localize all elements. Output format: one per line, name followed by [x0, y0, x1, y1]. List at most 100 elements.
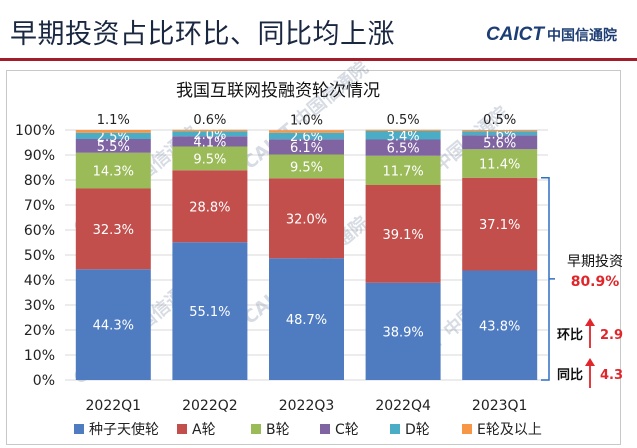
data-label: 48.7%: [286, 313, 327, 328]
y-tick-label: 50%: [24, 248, 55, 264]
brand-logo-cn: 中国信通院: [547, 28, 617, 44]
bar-segment: [365, 282, 441, 380]
slide-title: 早期投资占比环比、同比均上涨: [10, 19, 395, 50]
legend-swatch: [177, 424, 187, 434]
legend-swatch: [320, 424, 330, 434]
bar-segment: [75, 269, 151, 380]
y-tick-label: 20%: [24, 323, 55, 339]
bar-segment: [462, 149, 538, 178]
y-tick-label: 100%: [15, 123, 55, 139]
bar-segment: [172, 170, 248, 243]
y-tick-label: 30%: [24, 298, 55, 314]
data-label: 43.8%: [479, 319, 520, 334]
data-label: 1.1%: [97, 113, 130, 128]
data-label: 9.5%: [290, 160, 323, 175]
yoy-label: 同比: [557, 367, 583, 383]
y-tick-label: 0%: [33, 373, 55, 389]
data-label: 1.6%: [483, 127, 516, 142]
x-tick-label: 2022Q1: [86, 398, 142, 414]
bar-segment: [462, 135, 538, 150]
data-label: 2.6%: [290, 130, 323, 145]
data-label: 0.6%: [193, 113, 226, 128]
data-label: 2.0%: [193, 128, 226, 143]
yoy-value: 4.3: [600, 368, 623, 383]
bar-segment: [269, 139, 344, 155]
data-label: 1.0%: [290, 113, 323, 128]
legend-label: D轮: [405, 422, 430, 438]
qoq-arrow-head: [585, 318, 595, 326]
bar-segment: [462, 177, 538, 271]
data-label: 55.1%: [189, 305, 230, 320]
data-label: 2.5%: [97, 130, 130, 145]
brand-logo: CAICT 中国信通院: [486, 24, 617, 46]
bar-segment: [269, 154, 344, 179]
data-label: 11.7%: [382, 164, 423, 179]
bar-segment: [365, 185, 441, 283]
data-label: 5.5%: [97, 140, 130, 155]
bar-segment: [269, 132, 344, 140]
y-tick-label: 60%: [24, 223, 55, 239]
legend-label: E轮及以上: [477, 422, 542, 438]
early-investment-label: 早期投资: [567, 254, 623, 270]
data-label: 37.1%: [479, 218, 520, 233]
data-label: 44.3%: [93, 319, 134, 334]
bar-segment: [365, 155, 441, 185]
data-label: 0.5%: [387, 113, 420, 128]
bar-segment: [365, 129, 441, 131]
bar-segment: [269, 130, 344, 133]
bar-segment: [269, 178, 344, 259]
data-label: 38.9%: [382, 325, 423, 340]
legend-label: C轮: [335, 422, 359, 438]
x-tick-label: 2022Q2: [182, 398, 238, 414]
chart-title: 我国互联网投融资轮次情况: [176, 81, 380, 101]
data-label: 6.5%: [387, 142, 420, 157]
yoy-arrow-head: [585, 358, 595, 366]
qoq-value: 2.9: [600, 328, 623, 343]
data-label: 4.1%: [193, 135, 226, 150]
early-investment-value: 80.9%: [571, 274, 620, 290]
legend-label: 种子天使轮: [89, 421, 159, 438]
y-tick-label: 10%: [24, 348, 55, 364]
bar-segment: [172, 129, 248, 132]
legend-swatch: [74, 424, 84, 434]
y-tick-label: 70%: [24, 198, 55, 214]
brand-logo-text: CAICT: [485, 24, 544, 45]
data-label: 5.6%: [483, 136, 516, 151]
bar-segment: [172, 242, 248, 380]
y-tick-label: 40%: [24, 273, 55, 289]
chart-frame: [6, 70, 621, 445]
bar-segment: [172, 136, 248, 147]
x-tick-label: 2023Q1: [472, 398, 528, 414]
bar-segment: [269, 258, 344, 380]
data-label: 0.5%: [483, 113, 516, 128]
data-label: 28.8%: [189, 200, 230, 215]
bar-segment: [75, 152, 151, 189]
data-label: 32.0%: [286, 212, 327, 227]
data-label: 9.5%: [193, 152, 226, 167]
legend-label: B轮: [266, 422, 290, 438]
bar-segment: [172, 131, 248, 137]
data-label: 11.4%: [479, 158, 520, 173]
data-label: 39.1%: [382, 228, 423, 243]
legend-swatch: [251, 424, 261, 434]
bar-segment: [365, 139, 441, 156]
data-label: 14.3%: [93, 165, 134, 180]
x-tick-label: 2022Q3: [279, 398, 335, 414]
title-divider: [0, 58, 637, 61]
bar-segment: [75, 139, 151, 153]
data-label: 32.3%: [93, 223, 134, 238]
bar-segment: [462, 270, 538, 380]
bar-segment: [365, 131, 441, 140]
legend-swatch: [462, 424, 472, 434]
data-label: 3.4%: [387, 129, 420, 144]
data-label: 6.1%: [290, 141, 323, 156]
x-tick-label: 2022Q4: [375, 398, 431, 414]
legend-swatch: [390, 424, 400, 434]
bar-segment: [75, 188, 151, 270]
y-tick-label: 90%: [24, 148, 55, 164]
qoq-label: 环比: [557, 327, 583, 343]
bar-segment: [462, 130, 538, 132]
bar-segment: [75, 130, 151, 133]
early-investment-bracket: [541, 177, 550, 381]
